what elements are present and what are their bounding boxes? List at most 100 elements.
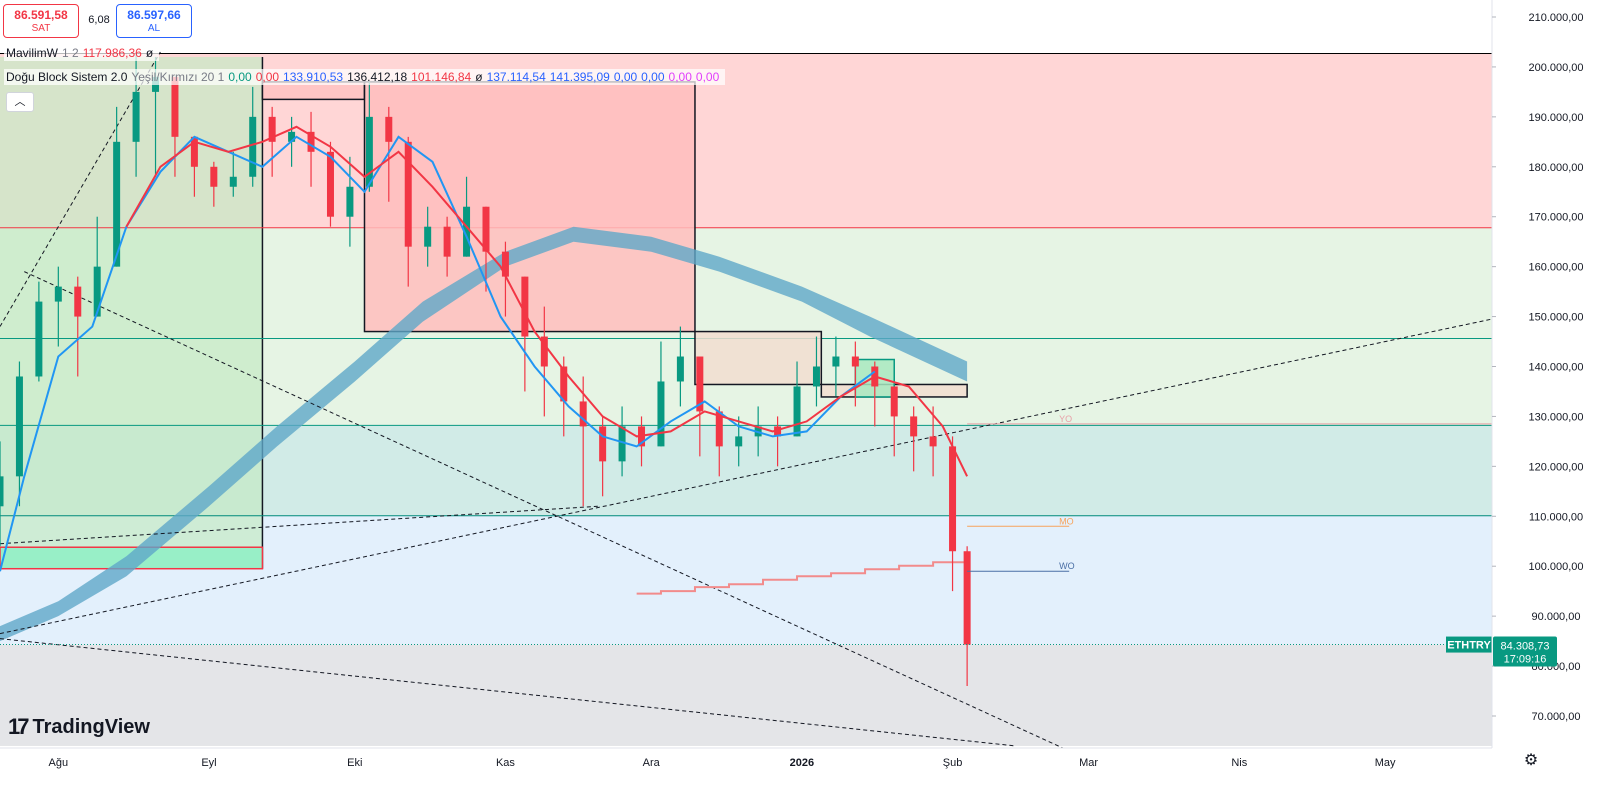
level-label: MO xyxy=(1059,516,1074,526)
candle-body xyxy=(190,136,198,167)
candle-body xyxy=(443,226,451,257)
indicator-value: 117.986,36 xyxy=(82,46,142,60)
candle-body xyxy=(832,356,840,367)
candle-body xyxy=(288,131,296,142)
time-tick-label: Nis xyxy=(1231,757,1247,769)
buy-button[interactable]: 86.597,66 AL xyxy=(116,4,192,38)
candle-body xyxy=(132,91,140,142)
candle-body xyxy=(540,336,548,367)
candle-body xyxy=(735,436,743,447)
candle-body xyxy=(482,206,490,252)
price-tick-label: 170.000,00 xyxy=(1528,212,1583,224)
trendline xyxy=(0,638,1016,747)
indicator-value: 137.114,54 xyxy=(486,70,546,84)
price-tick-label: 90.000,00 xyxy=(1532,611,1581,623)
zone-band xyxy=(0,644,1492,746)
indicator-value: 0,00 xyxy=(255,70,280,84)
candle-body xyxy=(74,286,82,317)
candle-body xyxy=(676,356,684,382)
indicator-suffix: ø xyxy=(145,46,154,60)
trendlines xyxy=(0,51,1493,752)
tradingview-logo[interactable]: 17 TradingView xyxy=(8,714,150,740)
candle-body xyxy=(793,386,801,437)
candle-body xyxy=(774,426,782,437)
indicator-value: 141.395,09 xyxy=(549,70,610,84)
trendline xyxy=(24,271,1070,752)
candle-body xyxy=(579,401,587,427)
level-labels: YO MO WO xyxy=(967,414,1492,572)
indicator-value: 0,00 xyxy=(668,70,692,84)
time-tick-label: May xyxy=(1375,757,1396,769)
last-price: ETHTRY xyxy=(0,636,1492,653)
step-line xyxy=(636,560,969,595)
sell-label: SAT xyxy=(31,23,51,34)
candle-body xyxy=(463,206,471,257)
ticker-badge xyxy=(1446,636,1492,653)
candle-body xyxy=(307,131,315,152)
price-tick-label: 110.000,00 xyxy=(1529,511,1583,523)
indicator-legend-mavilimw[interactable]: MavilimW 1 2 117.986,36 ø xyxy=(4,45,160,61)
candle-body xyxy=(365,116,373,187)
price-tick-label: 100.000,00 xyxy=(1528,561,1583,573)
zones xyxy=(0,53,1492,746)
candle-body xyxy=(910,416,918,437)
collapse-legend-button[interactable]: ︿ xyxy=(6,92,34,112)
candle-body xyxy=(715,411,723,447)
price-tick-label: 140.000,00 xyxy=(1528,362,1583,374)
trendline xyxy=(0,318,1493,635)
candle-body xyxy=(0,476,4,507)
indicator-params: Yeşil/Kırmızı 20 1 xyxy=(131,70,225,84)
candle-body xyxy=(851,356,859,367)
last-price-label: 84.308,73 xyxy=(1501,641,1550,653)
candle-body xyxy=(929,436,937,447)
indicator-params: 1 2 xyxy=(62,46,79,60)
price-tick-label: 190.000,00 xyxy=(1528,112,1583,124)
candle-body xyxy=(696,356,704,412)
candle-body xyxy=(35,301,43,377)
candle-body xyxy=(326,151,334,217)
price-tick-label: 70.000,00 xyxy=(1532,711,1581,723)
level-label: WO xyxy=(1059,561,1075,571)
time-tick-label: Kas xyxy=(496,757,515,769)
indicator-value: 0,00 xyxy=(695,70,720,84)
price-tick-label: 130.000,00 xyxy=(1528,411,1583,423)
price-tick-label: 180.000,00 xyxy=(1528,162,1583,174)
candle-body xyxy=(949,446,957,552)
indicator-value: 133.910,53 xyxy=(283,70,344,84)
candle-body xyxy=(404,141,412,247)
candle-body xyxy=(618,426,626,462)
indicator-value: 0,00 xyxy=(613,70,638,84)
candle-body xyxy=(890,386,898,417)
order-block xyxy=(363,81,696,333)
indicator-value: 0,00 xyxy=(641,70,665,84)
indicator-value: 0,00 xyxy=(228,70,252,84)
chevron-up-icon: ︿ xyxy=(14,96,26,108)
time-axis-bg xyxy=(0,748,1616,800)
candle-body xyxy=(54,286,62,302)
candle-body xyxy=(599,426,607,462)
last-price-badge xyxy=(1493,636,1557,667)
countdown-label: 17:09:16 xyxy=(1504,654,1547,666)
gear-icon[interactable]: ⚙ xyxy=(1523,752,1539,769)
price-tick-label: 160.000,00 xyxy=(1528,262,1583,274)
indicator-value: 136.412,18 xyxy=(347,70,408,84)
sell-button[interactable]: 86.591,58 SAT xyxy=(3,4,79,38)
candle-body xyxy=(249,116,257,177)
time-tick-label: Ara xyxy=(643,757,661,769)
time-tick-label: Eyl xyxy=(201,757,216,769)
candle-body xyxy=(346,186,354,217)
price-tick-label: 200.000,00 xyxy=(1528,62,1583,74)
tradingview-mark: 17 xyxy=(8,714,30,739)
trendline xyxy=(0,505,598,545)
price-axis: 210.000,00 200.000,00 190.000,00 180.000,00… xyxy=(1491,0,1616,800)
step-line xyxy=(636,560,969,595)
candle-body xyxy=(15,376,23,477)
price-tick-label: 120.000,00 xyxy=(1528,461,1583,473)
candles xyxy=(0,51,971,687)
buy-label: AL xyxy=(147,23,161,34)
sell-price: 86.591,58 xyxy=(14,8,68,22)
order-block xyxy=(694,330,823,386)
